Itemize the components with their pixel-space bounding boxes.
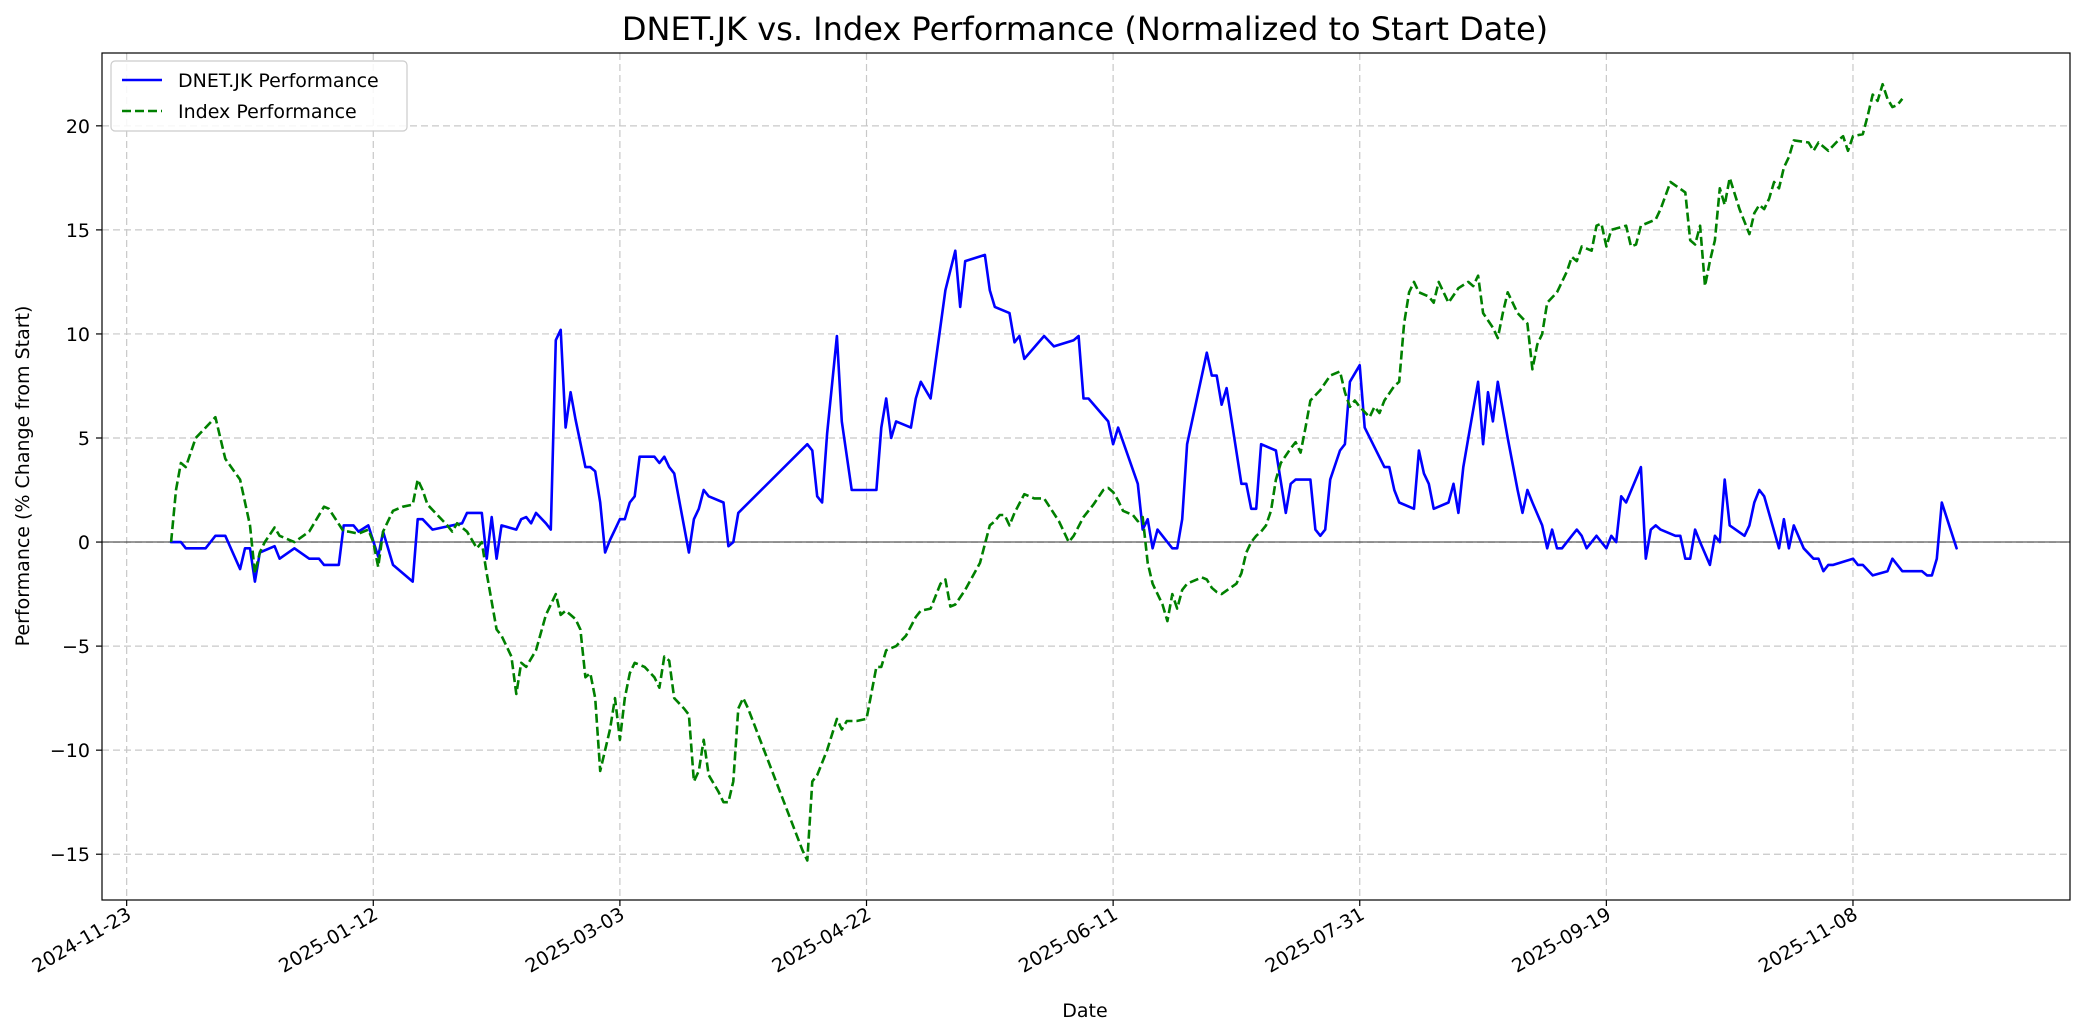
plot-frame [101,52,2071,901]
series-lines [169,82,1958,862]
y-tick-label: 10 [66,324,90,346]
x-axis-label: Date [1062,1000,1107,1022]
y-tick-label: −5 [62,636,90,658]
legend: DNET.JK Performance Index Performance [110,60,408,132]
series-line-index-performance [169,82,1904,862]
y-tick-label: 15 [66,220,90,242]
y-tick-label: −10 [50,740,90,762]
series-line-dnet-jk-performance [169,249,1958,583]
legend-box [110,60,408,132]
y-tick-label: 0 [78,532,90,554]
chart-title: DNET.JK vs. Index Performance (Normalize… [622,10,1548,48]
legend-label-dnet: DNET.JK Performance [178,70,379,92]
y-tick-label: 20 [66,116,90,138]
y-axis-label: Performance (% Change from Start) [12,306,34,647]
legend-label-index: Index Performance [178,101,357,123]
y-tick-label: −15 [50,844,90,866]
y-tick-label: 5 [78,428,90,450]
plot-area [102,53,2070,900]
y-axis-ticks: −15 −10 −5 0 5 10 15 20 [50,116,102,866]
